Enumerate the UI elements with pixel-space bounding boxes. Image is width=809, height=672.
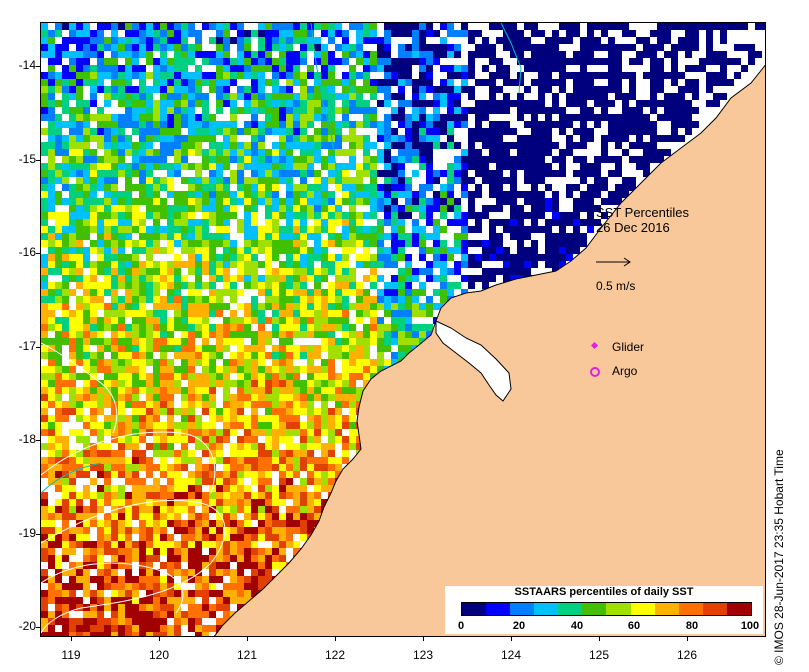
colorbar-tick: 80: [685, 620, 699, 632]
argo-icon: [590, 367, 600, 377]
colorbar-tick: 40: [570, 620, 584, 632]
sst-map-canvas[interactable]: [41, 23, 766, 637]
colorbar-tick: 20: [512, 620, 526, 632]
velocity-scale-label: 0.5 m/s: [596, 279, 636, 293]
legend-argo: Argo: [612, 364, 638, 378]
lon-tick: 126: [676, 648, 698, 662]
lat-tick: -20: [18, 619, 36, 633]
lat-tick: -14: [18, 58, 36, 72]
map-date: 26 Dec 2016: [596, 220, 670, 235]
lon-tick: 120: [148, 648, 170, 662]
lat-tick: -15: [18, 152, 36, 166]
lon-tick: 123: [412, 648, 434, 662]
colorbar-tick: 60: [627, 620, 641, 632]
colorbar-title: SSTAARS percentiles of daily SST: [514, 586, 694, 598]
lat-tick: -16: [18, 245, 36, 259]
lat-tick: -17: [18, 339, 36, 353]
colorbar-legend: SSTAARS percentiles of daily SST 0 20 40…: [445, 586, 763, 634]
lon-tick: 124: [500, 648, 522, 662]
lat-tick: -19: [18, 526, 36, 540]
sst-map[interactable]: [40, 22, 766, 637]
land-mass: [213, 64, 765, 636]
velocity-arrow-icon: [596, 257, 631, 267]
lon-tick: 121: [236, 648, 258, 662]
map-title: SST Percentiles: [596, 205, 689, 220]
lon-tick: 119: [61, 648, 81, 662]
imos-credit: © IMOS 28-Jun-2017 23:35 Hobart Time: [772, 449, 786, 665]
legend-glider: Glider: [612, 340, 645, 354]
lon-tick: 125: [588, 648, 610, 662]
lon-tick: 122: [324, 648, 346, 662]
colorbar-tick: 0: [457, 620, 465, 632]
lat-tick: -18: [18, 432, 36, 446]
colorbar-gradient: [461, 602, 752, 616]
colorbar-tick: 100: [740, 620, 760, 632]
